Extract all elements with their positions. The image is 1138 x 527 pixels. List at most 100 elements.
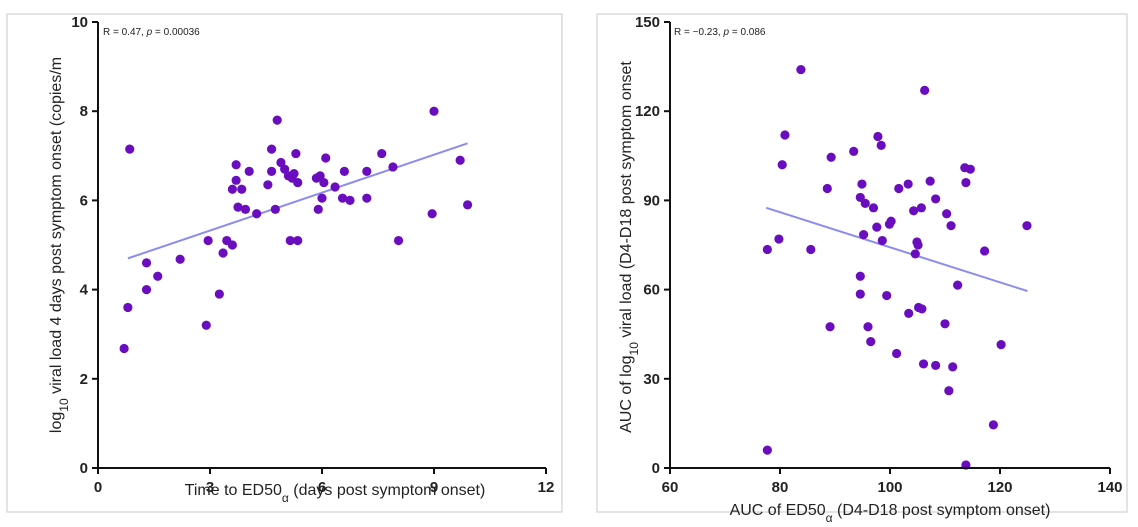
chart-auc-viral-load-vs-auc-ed50: 60 80 100 120 140 0 30 60 90 120 150 R = −0.23, p… (596, 13, 1128, 525)
data-point (980, 246, 990, 256)
chart-frame (596, 13, 1128, 513)
data-point (393, 235, 404, 246)
data-point (910, 249, 920, 259)
data-point (330, 182, 340, 192)
data-point (270, 204, 280, 214)
data-point (877, 235, 887, 246)
data-point (849, 146, 859, 156)
data-point (141, 285, 152, 295)
data-point (948, 362, 958, 372)
data-point (996, 340, 1006, 350)
data-point (214, 289, 224, 299)
data-point (427, 209, 437, 219)
x-tick-label: 140 (1097, 479, 1122, 496)
data-point (868, 203, 879, 213)
data-point (876, 140, 886, 150)
data-point (931, 194, 941, 204)
data-point (826, 152, 836, 162)
stat-annotation: R = 0.47, p = 0.00036 (103, 27, 200, 38)
regression-line (127, 142, 468, 260)
data-point (313, 204, 323, 214)
regression-line (765, 206, 1028, 293)
data-point (940, 319, 950, 329)
data-point (319, 177, 329, 188)
data-point (362, 193, 372, 203)
data-point (873, 131, 883, 142)
data-point (362, 166, 372, 177)
data-point (917, 304, 927, 314)
points-group (762, 64, 1032, 470)
data-point (315, 171, 325, 181)
x-tick-label: 100 (877, 479, 902, 496)
data-point (119, 343, 129, 354)
x-axis-title: Time to ED50α (days post symptom onset) (185, 482, 486, 505)
data-point (233, 202, 243, 212)
data-point (272, 115, 282, 125)
data-point (321, 153, 331, 163)
data-point (125, 144, 135, 154)
y-tick-label: 0 (80, 460, 88, 477)
data-point (886, 216, 896, 226)
data-point (293, 177, 303, 188)
data-point (388, 162, 398, 172)
data-point (892, 348, 902, 359)
data-point (796, 64, 806, 75)
data-point (942, 209, 952, 219)
data-point (141, 258, 152, 268)
y-axis-title: log10 viral load 4 days post symptom ons… (48, 57, 71, 433)
y-tick-label: 4 (80, 282, 89, 299)
data-point (931, 360, 941, 371)
data-point (201, 320, 211, 330)
y-tick-label: 150 (635, 14, 660, 31)
chart-viral-load-vs-time: 0 3 6 9 12 0 2 4 6 8 10 R = 0.47, p = 0.00036 Tim… (6, 13, 563, 513)
data-point (345, 195, 355, 205)
data-point (293, 235, 303, 246)
x-tick-label: 3 (206, 479, 214, 496)
data-point (203, 235, 213, 246)
data-point (153, 271, 163, 281)
data-point (263, 180, 273, 190)
data-point (123, 302, 133, 313)
data-point (280, 164, 290, 174)
data-point (267, 166, 277, 177)
data-point (882, 290, 892, 301)
stat-annotation: R = −0.23, p = 0.086 (674, 27, 766, 38)
data-point (863, 322, 873, 332)
data-point (822, 183, 832, 194)
data-point (337, 193, 348, 203)
y-tick-label: 6 (80, 192, 88, 209)
x-ticks-group: 0 3 6 9 12 (94, 468, 554, 496)
y-axis-title: AUC of log10 viral load (D4-D18 post sym… (618, 61, 641, 433)
data-point (227, 240, 237, 250)
data-point (1022, 221, 1032, 231)
data-point (903, 179, 913, 189)
data-point (916, 203, 926, 213)
data-point (227, 184, 237, 194)
x-tick-label: 9 (430, 479, 438, 496)
data-point (463, 200, 473, 210)
data-point (946, 221, 956, 231)
data-point (859, 229, 869, 240)
data-point (267, 144, 277, 154)
data-point (855, 271, 865, 281)
data-point (988, 420, 999, 430)
x-tick-label: 6 (318, 479, 326, 496)
data-point (762, 445, 772, 455)
data-point (429, 106, 439, 116)
y-tick-label: 8 (80, 103, 88, 120)
data-point (237, 184, 247, 194)
x-tick-label: 0 (94, 479, 102, 496)
data-point (944, 386, 954, 396)
data-point (218, 248, 228, 258)
data-point (240, 204, 251, 214)
y-tick-label: 90 (643, 192, 660, 209)
fit-line-group (765, 206, 1028, 293)
data-point (872, 222, 882, 232)
data-point (825, 322, 835, 332)
x-axis-title: AUC of ED50α (D4-D18 post symptom onset) (730, 502, 1051, 525)
data-point (777, 160, 787, 170)
y-tick-label: 120 (635, 103, 660, 120)
y-tick-label: 10 (71, 14, 88, 31)
data-point (909, 206, 919, 216)
data-point (860, 198, 870, 208)
